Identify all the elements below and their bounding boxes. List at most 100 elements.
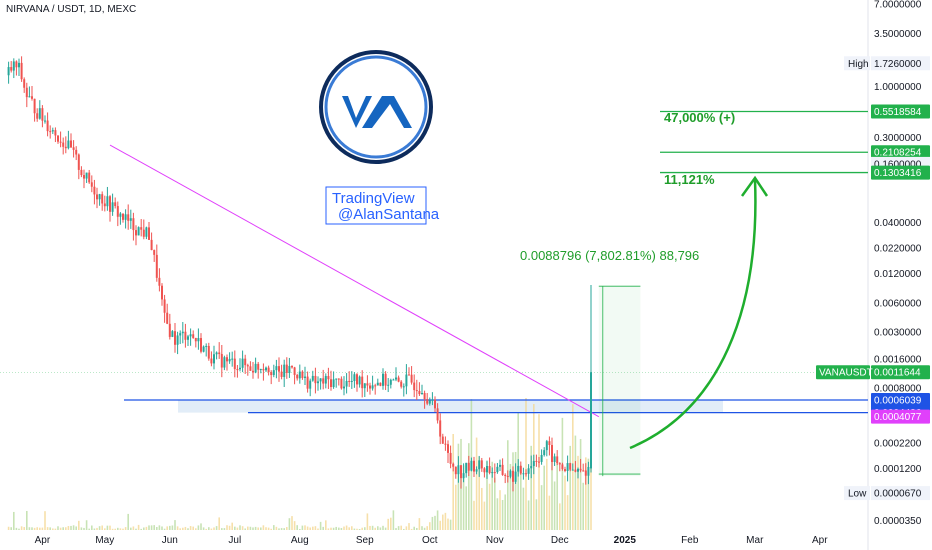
volume-bar bbox=[15, 527, 18, 530]
volume-bar bbox=[57, 526, 59, 530]
volume-bar bbox=[182, 527, 184, 530]
candle-body bbox=[522, 473, 525, 475]
volume-bar bbox=[462, 465, 465, 530]
candle-body bbox=[473, 460, 475, 472]
volume-bar bbox=[28, 527, 31, 530]
candle-body bbox=[571, 469, 574, 471]
candle-body bbox=[504, 474, 507, 476]
price-tag-bg bbox=[871, 393, 930, 408]
candle-body bbox=[335, 378, 338, 380]
volume-bar bbox=[52, 528, 54, 530]
candle-body bbox=[475, 469, 478, 472]
candle-body bbox=[358, 376, 361, 385]
volume-bar bbox=[226, 525, 228, 530]
volume-bar bbox=[218, 517, 220, 530]
candle-body bbox=[462, 473, 465, 479]
price-tag-bg bbox=[871, 365, 930, 380]
volume-bar bbox=[44, 511, 46, 530]
volume-bar bbox=[382, 525, 384, 530]
candle-body bbox=[332, 379, 335, 388]
price-tick-label: 0.0001200 bbox=[874, 464, 922, 475]
candle-body bbox=[23, 79, 26, 88]
volume-bar bbox=[364, 527, 366, 530]
volume-bar bbox=[117, 527, 119, 530]
candle-body bbox=[363, 383, 366, 389]
candle-body bbox=[480, 460, 483, 469]
volume-bar bbox=[223, 528, 226, 530]
time-tick-label: Oct bbox=[422, 535, 438, 546]
volume-bar bbox=[260, 527, 262, 530]
volume-bar bbox=[65, 527, 67, 530]
volume-bar bbox=[452, 434, 454, 530]
candle-body bbox=[426, 399, 429, 404]
volume-bar bbox=[234, 526, 236, 530]
candle-body bbox=[395, 377, 397, 380]
volume-bar bbox=[267, 527, 270, 530]
volume-bar bbox=[538, 414, 540, 530]
volume-bar bbox=[377, 526, 379, 530]
candle-body bbox=[57, 135, 59, 142]
volume-bar bbox=[135, 528, 137, 530]
candle-body bbox=[439, 420, 442, 437]
candle-body bbox=[454, 466, 457, 475]
candle-body bbox=[514, 471, 517, 482]
volume-bar bbox=[379, 527, 382, 530]
candle-body bbox=[220, 354, 223, 368]
candle-body bbox=[530, 466, 533, 469]
candle-body bbox=[85, 172, 88, 179]
volume-bar bbox=[137, 524, 140, 530]
price-tags: 1.7260000 High 0.5518584 0.21082540.1600000… bbox=[816, 56, 930, 501]
volume-bar bbox=[559, 503, 561, 530]
volume-bar bbox=[306, 526, 309, 530]
volume-bar bbox=[457, 443, 460, 530]
candle-body bbox=[491, 472, 494, 474]
candle-body bbox=[62, 142, 65, 147]
volume-bar bbox=[527, 500, 530, 530]
price-tick-label: 0.0220000 bbox=[874, 243, 922, 254]
price-axis[interactable] bbox=[868, 0, 932, 550]
volume-bar bbox=[483, 501, 486, 530]
volume-bar bbox=[514, 451, 517, 530]
candle-body bbox=[478, 460, 481, 470]
price-ticks: 7.0000000 3.5000000 1.0000000 0.3000000 0.04… bbox=[874, 0, 922, 527]
price-tag-value: 0.1303416 bbox=[874, 168, 922, 179]
candle-body bbox=[493, 472, 496, 474]
candle-body bbox=[72, 147, 75, 150]
volume-bar bbox=[436, 510, 439, 530]
candle-body bbox=[486, 465, 488, 473]
candle-body bbox=[192, 334, 195, 338]
volume-bar bbox=[88, 528, 90, 530]
volume-bar bbox=[7, 526, 10, 530]
volume-bar bbox=[161, 526, 163, 530]
volume-bar bbox=[421, 526, 423, 530]
candle-body bbox=[38, 108, 41, 119]
candle-body bbox=[296, 374, 299, 379]
volume-bar bbox=[345, 525, 348, 530]
price-tick-label: 0.0008000 bbox=[874, 384, 922, 395]
candle-body bbox=[587, 466, 590, 476]
candle-body bbox=[265, 367, 267, 371]
candle-body bbox=[226, 357, 228, 362]
volume-bar bbox=[361, 527, 363, 530]
projection-arrow bbox=[629, 175, 769, 450]
candle-body bbox=[397, 377, 400, 382]
candle-body bbox=[15, 61, 18, 68]
price-tag-bg bbox=[871, 409, 930, 424]
candle-body bbox=[179, 333, 182, 336]
price-tag-value: 1.7260000 bbox=[874, 59, 922, 70]
candle-body bbox=[551, 444, 553, 462]
volume-bar bbox=[546, 458, 548, 530]
volume-bar bbox=[327, 528, 330, 530]
volume-bar bbox=[249, 526, 252, 530]
candle-body bbox=[109, 196, 111, 212]
candle-body bbox=[275, 366, 278, 371]
volume-bar bbox=[104, 528, 106, 530]
candle-body bbox=[545, 441, 548, 451]
candle-body bbox=[366, 383, 369, 386]
candle-body bbox=[301, 371, 304, 378]
candle-body bbox=[330, 379, 332, 388]
candle-body bbox=[124, 214, 127, 220]
volume-bar bbox=[439, 520, 441, 530]
volume-bar bbox=[176, 526, 179, 530]
